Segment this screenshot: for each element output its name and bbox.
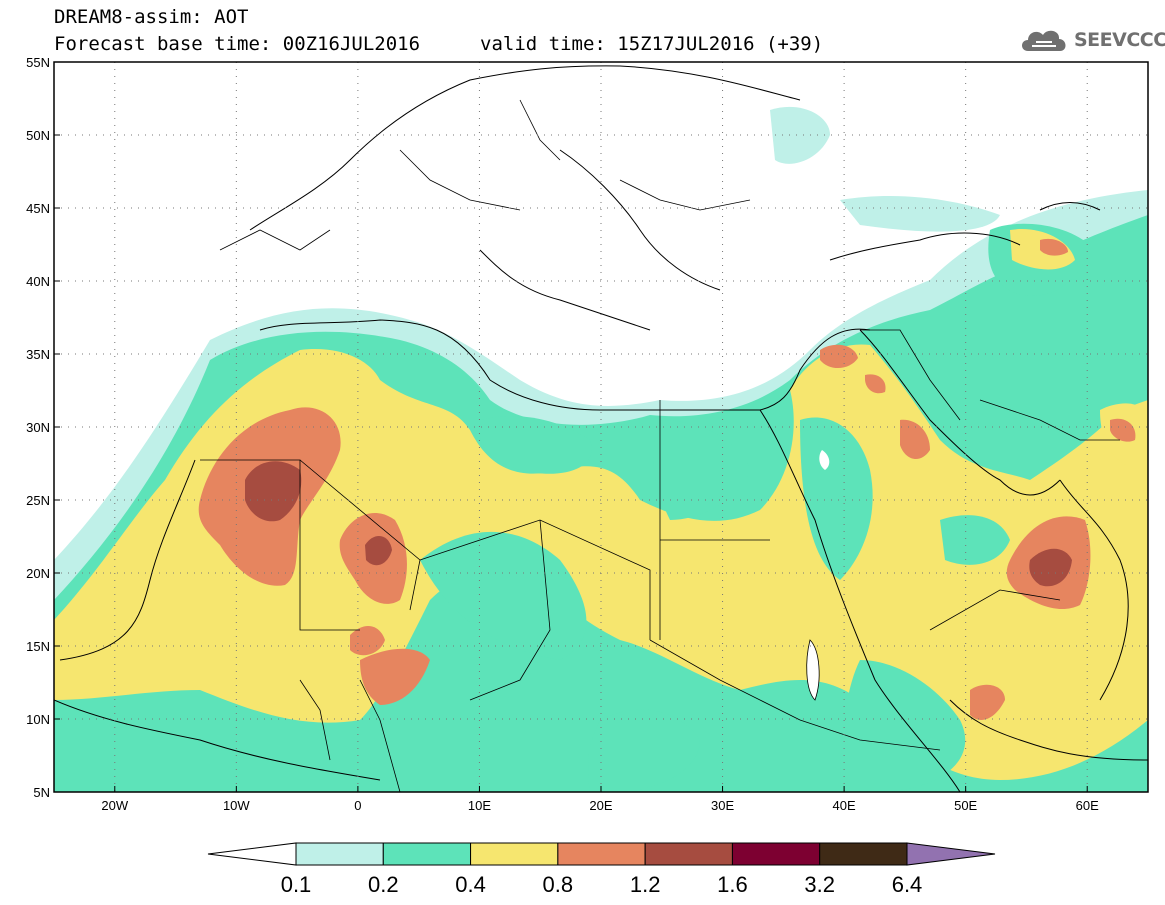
- colorbar-segment: [557, 842, 646, 866]
- y-tick-label: 45N: [26, 201, 50, 216]
- colorbar-segment-under: [207, 842, 297, 866]
- y-tick-label: 20N: [26, 566, 50, 581]
- x-tick-label: 50E: [954, 798, 977, 813]
- colorbar-level-label: 1.6: [717, 872, 748, 897]
- x-tick-label: 0: [354, 798, 361, 813]
- colorbar-level-label: 6.4: [892, 872, 923, 897]
- country-borders: [200, 99, 1120, 792]
- x-tick-label: 20E: [589, 798, 612, 813]
- colorbar-level-label: 0.4: [455, 872, 486, 897]
- logo-text: SEEVCCC: [1074, 29, 1165, 51]
- y-tick-label: 30N: [26, 420, 50, 435]
- y-tick-label: 15N: [26, 639, 50, 654]
- colorbar-segment: [382, 842, 472, 866]
- x-tick-label: 40E: [833, 798, 856, 813]
- colorbar-level-label: 0.8: [543, 872, 574, 897]
- y-tick-label: 10N: [26, 712, 50, 727]
- colorbar-level-label: 0.1: [281, 872, 312, 897]
- x-tick-label: 20W: [101, 798, 128, 813]
- axis-ticks: 20W 10W 0 10E 20E 30E 40E 50E 60E 55N 50N 45N 40N 35N…: [26, 55, 1099, 813]
- colorbar-segment: [819, 842, 908, 866]
- forecast-base-time: Forecast base time: 00Z16JUL2016: [54, 33, 421, 55]
- colorbar-segment: [470, 842, 559, 866]
- seevccc-logo: SEEVCCC: [1018, 24, 1165, 56]
- y-tick-label: 35N: [26, 347, 50, 362]
- y-tick-label: 40N: [26, 274, 50, 289]
- y-tick-label: 25N: [26, 493, 50, 508]
- colorbar-level-label: 0.2: [368, 872, 399, 897]
- colorbar-segment: [731, 842, 821, 866]
- cloud-icon: [1022, 30, 1066, 51]
- colorbar-level-label: 3.2: [804, 872, 835, 897]
- x-tick-label: 10W: [223, 798, 250, 813]
- y-tick-label: 5N: [33, 785, 50, 800]
- x-tick-label: 30E: [711, 798, 734, 813]
- colorbar-segment: [295, 842, 384, 866]
- map-title: DREAM8-assim: AOT: [54, 6, 249, 28]
- x-tick-label: 60E: [1076, 798, 1099, 813]
- x-tick-label: 10E: [468, 798, 491, 813]
- coastlines: [54, 65, 1148, 792]
- y-tick-label: 55N: [26, 55, 50, 70]
- colorbar-segment: [644, 842, 733, 866]
- colorbar-level-label: 1.2: [630, 872, 661, 897]
- colorbar-segment-over: [906, 842, 996, 866]
- valid-time: valid time: 15Z17JUL2016 (+39): [480, 33, 824, 55]
- aot-field: [54, 106, 1148, 792]
- colorbar: 0.1 0.2 0.4 0.8 1.2 1.6 3.2 6.4: [207, 842, 996, 897]
- y-tick-label: 50N: [26, 128, 50, 143]
